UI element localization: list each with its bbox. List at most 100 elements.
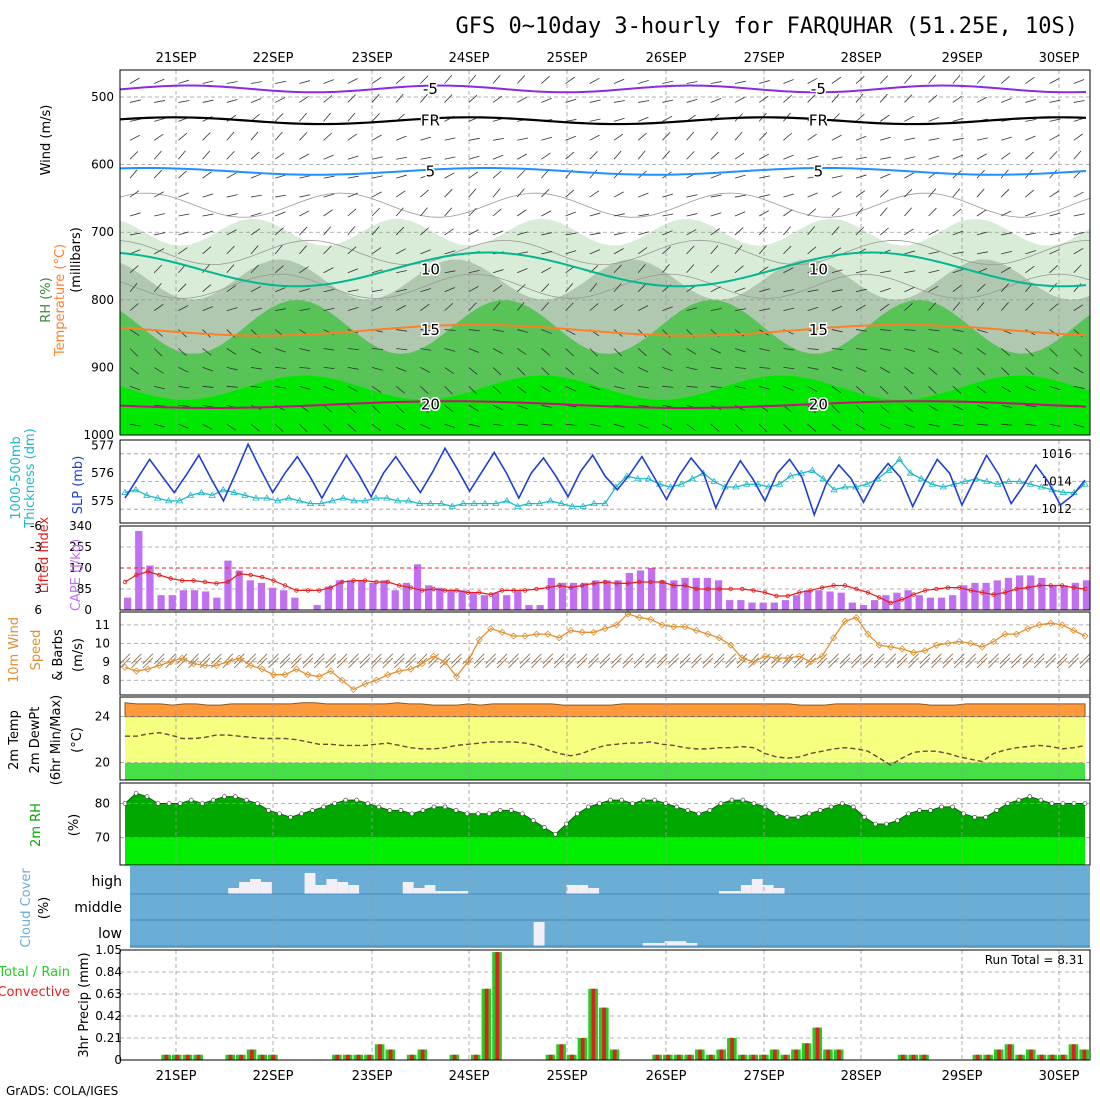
wind-speed-point [727,641,735,649]
wind-barb [954,653,965,665]
wind-barb [496,653,508,665]
li-point [659,579,665,585]
precip-tick-label: 0.63 [95,987,122,1001]
isotherm-label: 15 [809,321,828,339]
rh2m-point [354,797,360,803]
wind-barb [831,305,843,311]
wind-barb [347,175,359,179]
wind-speed-point [544,630,552,638]
precip-conv-bar [815,1027,820,1060]
wind-barb [565,119,577,122]
precip-conv-bar [410,1054,414,1060]
cloud-cover-panel: high middle low Cloud Cover (%) [19,866,1090,948]
wind-barb [485,657,496,669]
wind-speed-point [418,660,426,668]
wind-barb [347,423,357,432]
wind-barb [862,653,874,665]
wind-speed-point [932,641,940,649]
wind-speed-point [361,680,369,688]
thickness-point [274,497,282,504]
cape-bar [714,580,723,610]
wind-barb [988,653,999,665]
wind-barb [613,283,622,292]
wind-barb [468,269,480,274]
wind-barb [371,93,380,103]
temp2m-ylabel-0: 2m Temp [7,710,22,770]
wind-barb [1025,348,1034,357]
wind-barb [783,94,792,103]
thickness-tick-label: 576 [91,466,114,480]
wind-barb [637,132,647,141]
wind-barb [1001,98,1012,103]
rh2m-point [442,804,448,810]
wind-barb [468,207,477,217]
li-point [865,590,871,595]
wind-barb [226,307,238,312]
wind-barb [855,190,866,198]
li-point [785,593,791,599]
wind-barb [299,385,311,390]
cape-bar [982,582,990,610]
wind-barb [420,288,432,293]
wind-barb [759,175,771,179]
li-point [625,581,631,586]
wind-barb [1001,232,1013,236]
rh2m-point [884,821,889,827]
wind-speed-point [635,613,643,622]
wind-barb [807,208,817,217]
wind-barb [928,116,939,122]
rh2m-point [530,818,536,823]
wind-barb [855,348,867,351]
li-point [122,579,128,585]
precip-conv-bar [484,988,489,1060]
wind-speed-point [441,658,449,666]
wind-barb [759,194,771,198]
wind-barb [323,79,335,84]
wind-barb [879,303,890,311]
wind-barb [492,269,504,274]
wind-barb [734,385,746,389]
wind-barb [1045,657,1056,669]
wind-barb [613,248,624,255]
wind-barb [1073,385,1085,389]
cape-bar [681,577,689,610]
wind-barb [517,137,529,141]
wind-barb [807,175,819,179]
cape-tick-label: 255 [69,540,92,554]
precip-conv-bar [698,1049,702,1060]
wind-speed-point [338,676,346,684]
wind-barb [686,213,698,217]
cloud-bar-high [424,885,436,894]
rh2m-point [199,801,205,806]
cape-bar [413,564,422,610]
wind-barb [444,228,454,236]
precip-conv-bar [612,1049,617,1060]
wind-speed-point [738,654,746,662]
wind-barb [202,404,214,408]
wind-barb [154,232,166,236]
wind-barb [1073,100,1085,103]
wind-barb [1025,423,1037,426]
rh2m-point [166,801,172,806]
wind-barb [336,653,348,665]
rh2m-unit: (%) [67,814,82,837]
li-point [351,578,356,583]
wind-speed-line [124,613,1086,691]
wind-barb [662,80,674,84]
wind-barb [638,231,649,236]
li-point [671,583,676,588]
wind-barb [541,329,552,334]
wind-barb [336,657,348,669]
wind-barb [542,657,554,669]
wind-barb [420,227,429,236]
rh2m-point [497,808,503,813]
wind-barb [492,137,504,141]
wind-barb [976,283,986,292]
wind-barb [165,657,176,669]
thickness-point [841,483,849,490]
wind-barb [734,227,744,236]
rh2m-point [475,811,481,817]
thickness-point [743,480,751,487]
thickness-point [230,488,238,495]
wind-barb [131,657,142,669]
